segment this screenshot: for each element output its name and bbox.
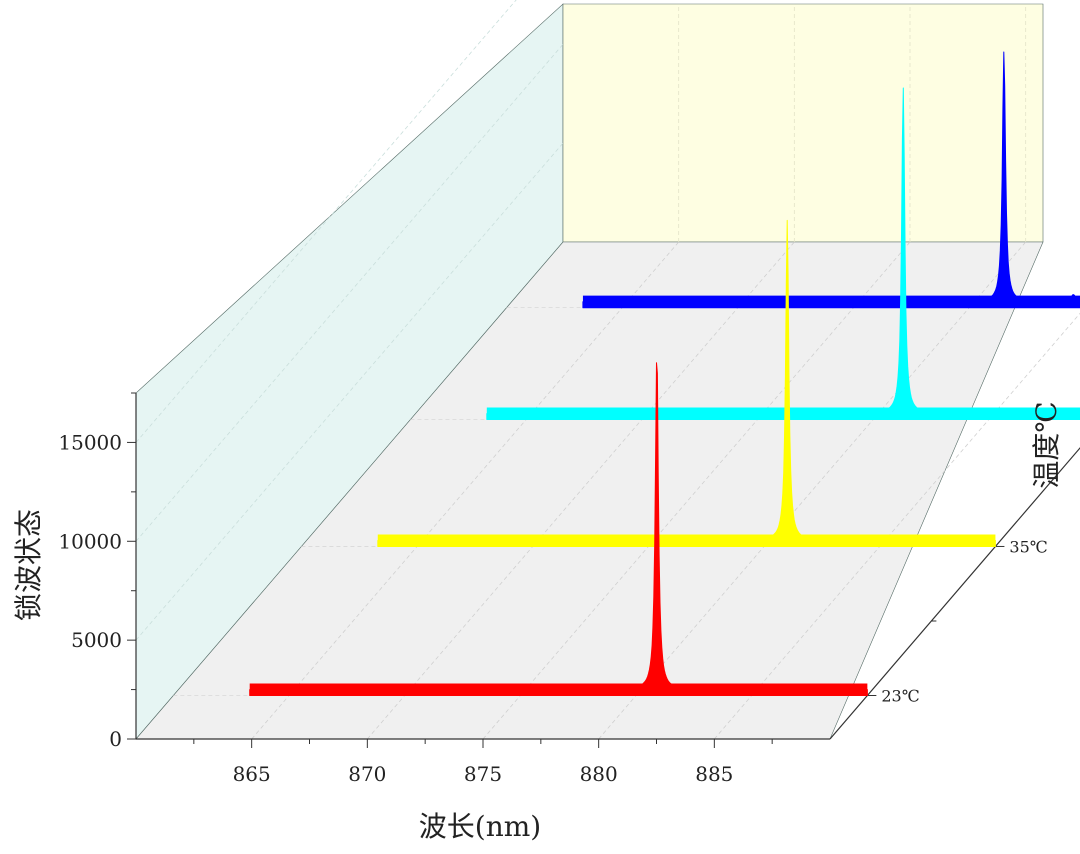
side-grid-line: [135, 44, 564, 542]
x-tick-label: 885: [695, 762, 733, 786]
z-tick-label: 35℃: [1009, 537, 1047, 556]
z-axis-line: [829, 447, 1080, 740]
y-tick-label: 15000: [58, 430, 122, 454]
y-tick-label: 5000: [71, 628, 122, 652]
floor-grid-line: [714, 312, 1080, 740]
x-tick-label: 870: [348, 762, 386, 786]
y-tick-label: 10000: [58, 529, 122, 553]
y-tick-label: 0: [109, 727, 122, 751]
z-axis-title: 温度℃: [1030, 401, 1063, 488]
floor-grid-line: [367, 241, 795, 740]
side-grid-line: [135, 142, 564, 641]
z-axis: 23℃35℃50℃53℃: [829, 447, 1080, 740]
y-axis-title: 锁波状态: [12, 509, 45, 621]
x-tick-label: 865: [233, 762, 271, 786]
floor-grid-line: [251, 241, 679, 740]
floor-grid-line: [482, 241, 911, 740]
z-tick-label: 23℃: [881, 687, 919, 706]
back-wall-panel: [562, 3, 1044, 243]
side-grid-line: [135, 0, 517, 443]
x-axis: 865 870 875 880 885: [136, 738, 830, 786]
floor-grid-line: [598, 241, 1026, 740]
x-tick-label: 880: [580, 762, 618, 786]
x-axis-title: 波长(nm): [419, 810, 541, 843]
x-tick-label: 875: [464, 762, 502, 786]
y-axis: 0 5000 10000 15000: [58, 392, 137, 751]
series-layer: [249, 51, 1080, 696]
